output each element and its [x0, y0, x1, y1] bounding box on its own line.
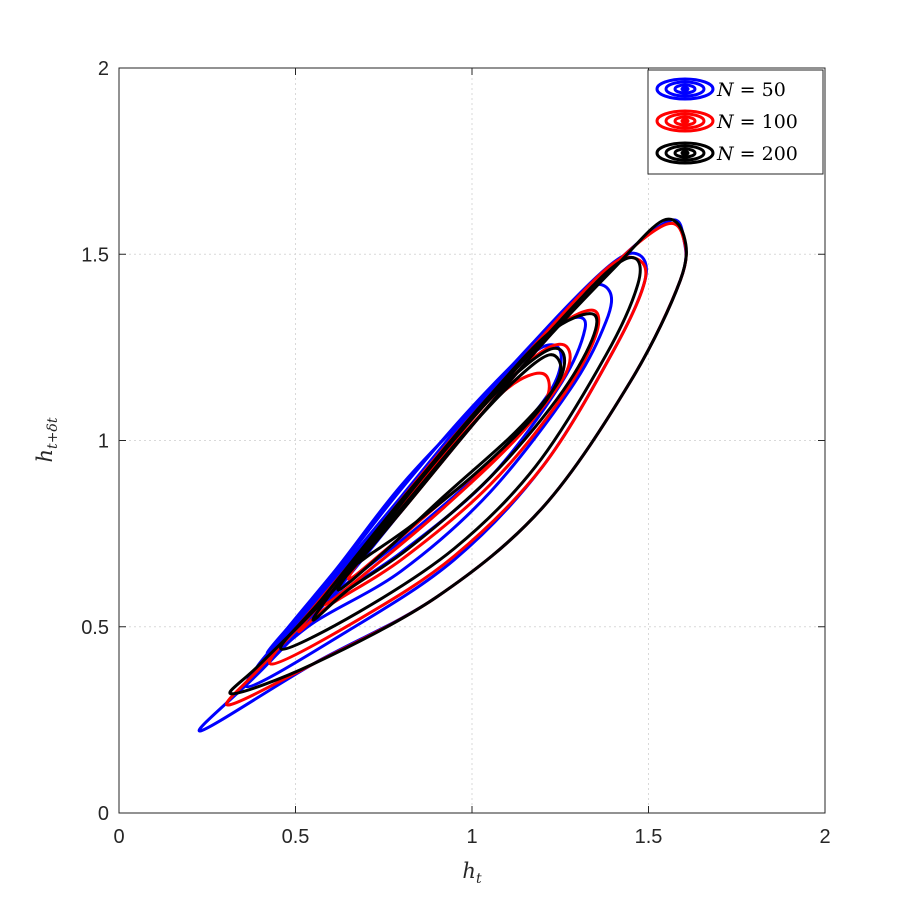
- y-axis-label-sub: t+δt: [45, 417, 61, 449]
- legend-label: N = 50: [716, 79, 786, 101]
- legend-contour-icon: [655, 141, 715, 165]
- legend-icon-ring: [655, 141, 715, 165]
- x-tick-label: 0: [113, 826, 124, 848]
- x-tick-label: 1: [466, 826, 477, 848]
- legend-icon-ring: [664, 144, 706, 162]
- legend-icon-ring: [680, 86, 690, 92]
- x-axis-label-sub: t: [476, 871, 482, 887]
- tick-marks: [118, 67, 826, 814]
- legend-icon-ring: [673, 147, 697, 159]
- legend-label-var: N: [716, 79, 735, 101]
- legend-icon-ring: [673, 83, 697, 95]
- y-tick-label: 2: [98, 58, 109, 80]
- contour-series-3: [228, 217, 688, 696]
- legend-icon-ring: [655, 77, 715, 101]
- legend-icon-ring: [680, 118, 690, 124]
- y-axis-label: ht+δt: [33, 417, 61, 462]
- legend-contour-icon: [655, 109, 715, 133]
- legend-label: N = 100: [716, 111, 798, 133]
- x-tick-label: 2: [819, 826, 830, 848]
- contour-level-3: [255, 282, 614, 670]
- x-tick-labels: 0 0.5 1 1.5 2: [113, 826, 830, 848]
- legend-label: N = 200: [716, 143, 798, 165]
- legend-entry: N = 100: [655, 109, 798, 133]
- legend-icon-ring: [673, 115, 697, 127]
- x-axis-label-base: h: [462, 859, 476, 883]
- legend-icon-ring: [664, 80, 706, 98]
- contour-lines: [197, 217, 688, 733]
- legend-label-var: N: [716, 111, 735, 133]
- y-tick-labels: 0 0.5 1 1.5 2: [81, 58, 109, 825]
- legend-label-value: = 50: [734, 79, 786, 101]
- y-tick-label: 1.5: [81, 244, 109, 266]
- legend-icon-ring: [664, 112, 706, 130]
- x-axis-label: ht: [462, 859, 482, 887]
- x-tick-label: 0.5: [282, 826, 310, 848]
- y-tick-label: 1: [98, 431, 109, 453]
- legend-entry: N = 200: [655, 141, 798, 165]
- y-axis-label-base: h: [33, 449, 57, 463]
- contour-level-5: [355, 353, 563, 565]
- legend-label-value: = 100: [734, 111, 798, 133]
- x-tick-label: 1.5: [635, 826, 663, 848]
- y-tick-label: 0.5: [81, 617, 109, 639]
- legend-label-value: = 200: [734, 143, 798, 165]
- legend-icon-ring: [680, 150, 690, 156]
- legend-contour-icon: [655, 77, 715, 101]
- legend-icon-ring: [655, 109, 715, 133]
- legend-entry: N = 50: [655, 77, 786, 101]
- y-tick-label: 0: [98, 803, 109, 825]
- legend-label-var: N: [716, 143, 735, 165]
